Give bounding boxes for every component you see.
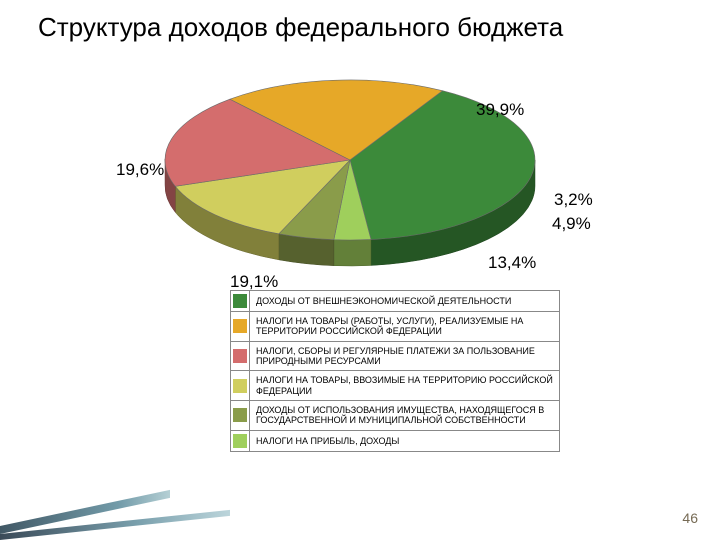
legend-swatch [231, 401, 250, 431]
legend-text: ДОХОДЫ ОТ ВНЕШНЕЭКОНОМИЧЕСКОЙ ДЕЯТЕЛЬНОС… [250, 291, 560, 312]
legend-text: НАЛОГИ НА ТОВАРЫ, ВВОЗИМЫЕ НА ТЕРРИТОРИЮ… [250, 371, 560, 401]
legend-text: ДОХОДЫ ОТ ИСПОЛЬЗОВАНИЯ ИМУЩЕСТВА, НАХОД… [250, 401, 560, 431]
pie-svg [120, 50, 580, 270]
pie-side [334, 239, 371, 266]
legend-row: ДОХОДЫ ОТ ИСПОЛЬЗОВАНИЯ ИМУЩЕСТВА, НАХОД… [231, 401, 560, 431]
pie-label: 4,9% [552, 214, 591, 234]
legend-text: НАЛОГИ, СБОРЫ И РЕГУЛЯРНЫЕ ПЛАТЕЖИ ЗА ПО… [250, 341, 560, 371]
legend-swatch [231, 341, 250, 371]
page-number: 46 [682, 510, 698, 526]
pie-label: 3,2% [554, 190, 593, 210]
legend-row: НАЛОГИ, СБОРЫ И РЕГУЛЯРНЫЕ ПЛАТЕЖИ ЗА ПО… [231, 341, 560, 371]
pie-label: 19,6% [116, 160, 164, 180]
pie-label: 19,1% [230, 272, 278, 292]
legend-text: НАЛОГИ НА ТОВАРЫ (РАБОТЫ, УСЛУГИ), РЕАЛИ… [250, 312, 560, 342]
legend-swatch [231, 430, 250, 451]
legend-table: ДОХОДЫ ОТ ВНЕШНЕЭКОНОМИЧЕСКОЙ ДЕЯТЕЛЬНОС… [230, 290, 560, 452]
legend-row: НАЛОГИ НА ПРИБЫЛЬ, ДОХОДЫ [231, 430, 560, 451]
page-title: Структура доходов федерального бюджета [38, 12, 563, 43]
legend-row: ДОХОДЫ ОТ ВНЕШНЕЭКОНОМИЧЕСКОЙ ДЕЯТЕЛЬНОС… [231, 291, 560, 312]
legend-swatch [231, 312, 250, 342]
pie-label: 13,4% [488, 253, 536, 273]
legend-row: НАЛОГИ НА ТОВАРЫ, ВВОЗИМЫЕ НА ТЕРРИТОРИЮ… [231, 371, 560, 401]
legend-swatch [231, 291, 250, 312]
pie-chart: 39,9%3,2%4,9%13,4%19,1%19,6% [120, 50, 580, 270]
legend-row: НАЛОГИ НА ТОВАРЫ (РАБОТЫ, УСЛУГИ), РЕАЛИ… [231, 312, 560, 342]
pie-label: 39,9% [476, 100, 524, 120]
legend-swatch [231, 371, 250, 401]
legend-text: НАЛОГИ НА ПРИБЫЛЬ, ДОХОДЫ [250, 430, 560, 451]
